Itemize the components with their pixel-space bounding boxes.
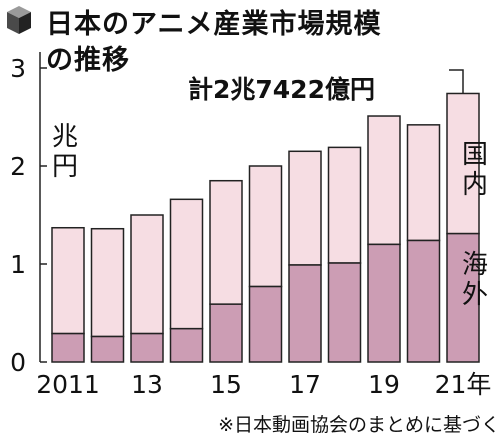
x-tick-label: 21年 [435,370,492,399]
bar-overseas-2016 [248,285,283,363]
bar-domestic-2012 [90,227,125,338]
bar-domestic-2019 [367,115,401,246]
bar-overseas-2017 [288,264,322,363]
y-tick-label: 3 [10,54,26,83]
x-tick-label: 2011 [36,370,100,399]
bar-overseas-2011 [51,332,85,363]
total-annotation: 計2兆7422億円 [188,75,375,104]
x-tick-label: 13 [131,370,163,399]
y-tick-label: 0 [10,348,26,377]
bar-domestic-2015 [209,179,243,305]
x-tick-label: 15 [210,370,242,399]
bar-domestic-2016 [248,165,283,288]
legend-domestic: 国内 [461,140,488,200]
x-tick-label: 17 [289,370,321,399]
y-tick-label: 2 [10,152,26,181]
bar-domestic-2017 [288,150,322,266]
bar-domestic-2013 [130,214,164,335]
x-tick-label: 19 [368,370,400,399]
legend-overseas: 海外 [461,250,488,310]
bar-domestic-2020 [406,124,441,242]
chart-title-line1: 日本のアニメ産業市場規模 [46,9,382,40]
bar-overseas-2020 [406,239,441,363]
y-tick-label: 1 [10,250,26,279]
bar-overseas-2013 [130,332,164,363]
unit-label: 兆円 [51,122,78,182]
bar-overseas-2012 [90,335,125,363]
bar-domestic-2014 [169,198,204,330]
bar-overseas-2015 [209,303,243,363]
bar-domestic-2018 [327,146,362,264]
bar-overseas-2021 [446,232,480,363]
bar-overseas-2019 [367,243,401,363]
bar-overseas-2014 [169,327,204,363]
source-note: ※日本動画協会のまとめに基づく [218,414,500,436]
bar-overseas-2018 [327,262,362,363]
bar-domestic-2011 [51,226,85,335]
total-leader-line [449,69,464,94]
chart-title-line2: の推移 [46,45,130,76]
